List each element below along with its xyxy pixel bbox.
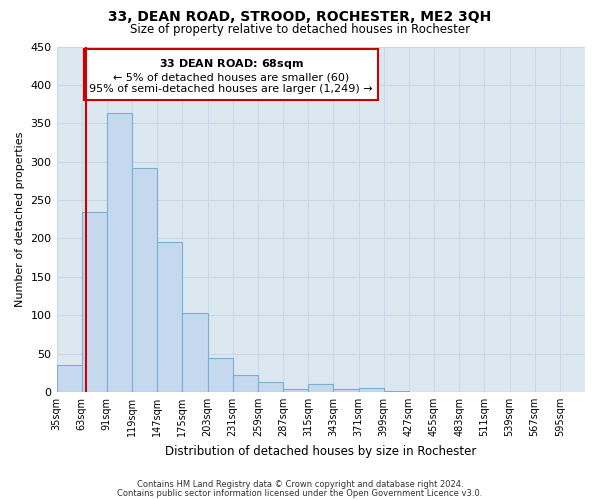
Bar — [383, 391, 409, 392]
Bar — [283, 389, 308, 392]
Bar — [132, 168, 157, 392]
Bar — [157, 242, 182, 392]
Bar — [107, 114, 132, 392]
Text: Contains public sector information licensed under the Open Government Licence v3: Contains public sector information licen… — [118, 488, 482, 498]
Bar — [233, 375, 258, 392]
Bar — [182, 313, 208, 392]
X-axis label: Distribution of detached houses by size in Rochester: Distribution of detached houses by size … — [165, 444, 476, 458]
Bar — [334, 389, 359, 392]
Text: $\mathbf{33\ DEAN\ ROAD\!:\!\ 68sqm}$
← 5% of detached houses are smaller (60)
9: $\mathbf{33\ DEAN\ ROAD\!:\!\ 68sqm}$ ← … — [89, 57, 373, 94]
Text: Contains HM Land Registry data © Crown copyright and database right 2024.: Contains HM Land Registry data © Crown c… — [137, 480, 463, 489]
Text: Size of property relative to detached houses in Rochester: Size of property relative to detached ho… — [130, 22, 470, 36]
Text: 33, DEAN ROAD, STROOD, ROCHESTER, ME2 3QH: 33, DEAN ROAD, STROOD, ROCHESTER, ME2 3Q… — [109, 10, 491, 24]
Bar — [359, 388, 383, 392]
Bar — [56, 365, 82, 392]
Y-axis label: Number of detached properties: Number of detached properties — [15, 132, 25, 307]
Bar — [82, 212, 107, 392]
Bar — [258, 382, 283, 392]
Bar — [208, 358, 233, 392]
Bar — [308, 384, 334, 392]
